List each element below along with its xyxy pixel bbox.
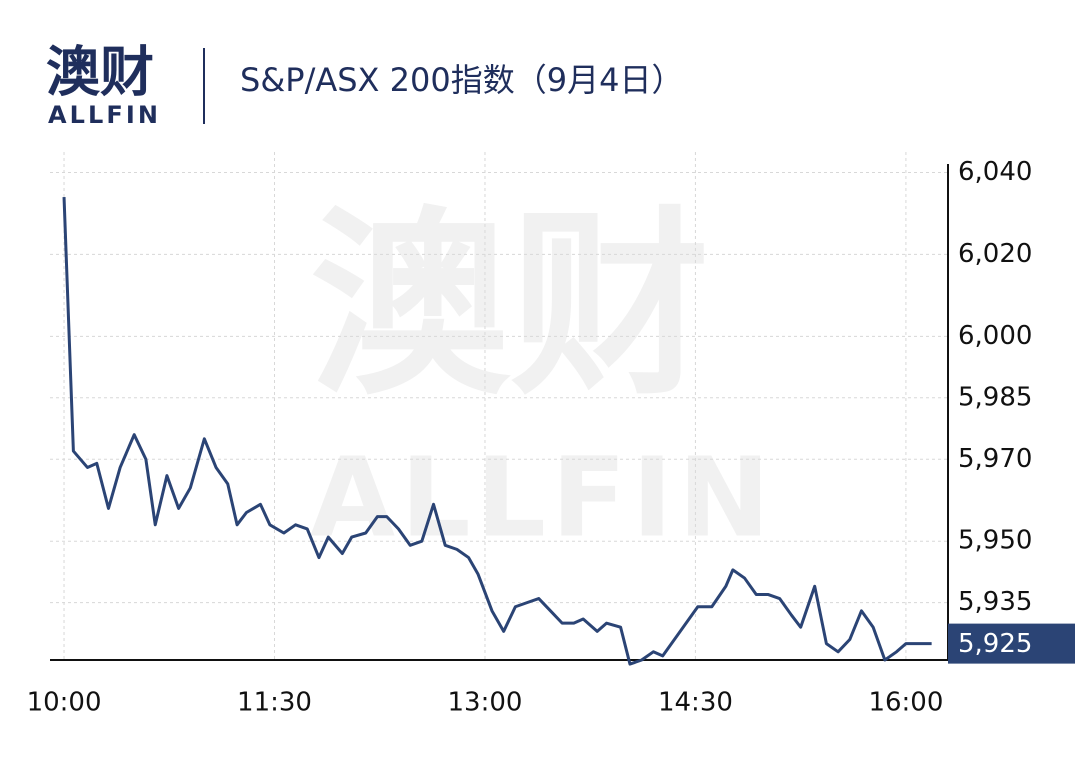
y-tick-label: 5,950 (958, 526, 1032, 556)
watermark-name: 澳财 (310, 190, 710, 423)
x-tick-label: 10:00 (27, 688, 102, 718)
x-tick-label: 14:30 (658, 688, 733, 718)
chart-title: S&P/ASX 200指数（9月4日） (240, 61, 683, 99)
line-series (62, 197, 932, 666)
logo-sub: ALLFIN (48, 101, 158, 129)
current-value-label: 5,925 (958, 629, 1032, 659)
x-tick-label: 16:00 (868, 688, 943, 718)
x-tick-label: 13:00 (448, 688, 523, 718)
y-tick-label: 6,000 (958, 321, 1032, 351)
y-tick-label: 6,040 (958, 157, 1032, 187)
y-tick-label: 5,985 (958, 382, 1032, 412)
y-tick-label: 6,020 (958, 239, 1032, 269)
current-value-box (948, 623, 1075, 664)
y-tick-label: 5,970 (958, 444, 1032, 474)
logo-name: 澳财 (46, 41, 154, 104)
x-tick-label: 11:30 (237, 688, 312, 718)
y-tick-label: 5,935 (958, 587, 1032, 617)
watermark-sub: ALLFIN (310, 433, 770, 561)
